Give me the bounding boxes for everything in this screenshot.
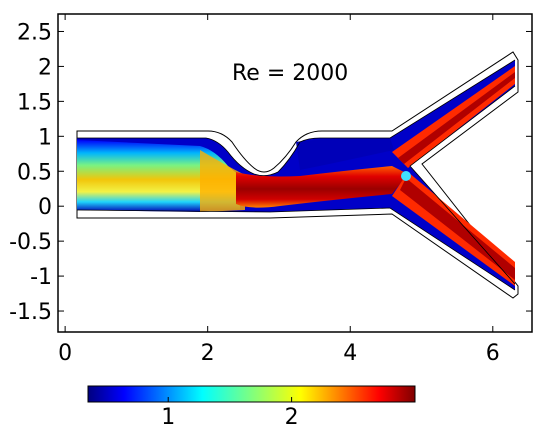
y-axis: 2.5 2 1.5 1 0.5 0 -0.5 -1 -1.5 [9,20,532,325]
colorbar-tick-label: 2 [285,405,299,430]
y-tick-label: -0.5 [9,230,52,255]
y-tick-label: -1.5 [9,300,52,325]
colorbar-gradient [87,385,416,403]
inlet-flow-band [77,140,240,212]
y-tick-label: 1 [38,125,52,150]
stenosis-jet [236,166,408,208]
transition-flow-band [200,150,245,212]
y-tick-label: 2 [38,55,52,80]
lower-branch-core [400,178,515,280]
channel-inner-wall [76,59,516,291]
colorbar-tick-label: 1 [161,405,175,430]
y-tick-label: 1.5 [17,90,52,115]
upper-branch-core [398,72,515,164]
y-tick-label: 0 [38,195,52,220]
stagnation-point [401,171,411,181]
x-axis: 0 2 4 6 [58,14,500,366]
fluid-region [77,60,515,290]
x-tick-label: 0 [58,341,72,366]
x-tick-label: 6 [486,341,500,366]
y-tick-label: 2.5 [17,20,52,45]
y-tick-label: 0.5 [17,160,52,185]
reynolds-annotation: Re = 2000 [232,61,348,86]
flow-domain [76,51,519,299]
x-tick-label: 4 [343,341,357,366]
y-tick-label: -1 [30,265,52,290]
x-tick-label: 2 [201,341,215,366]
recirculation-zone [296,138,394,170]
